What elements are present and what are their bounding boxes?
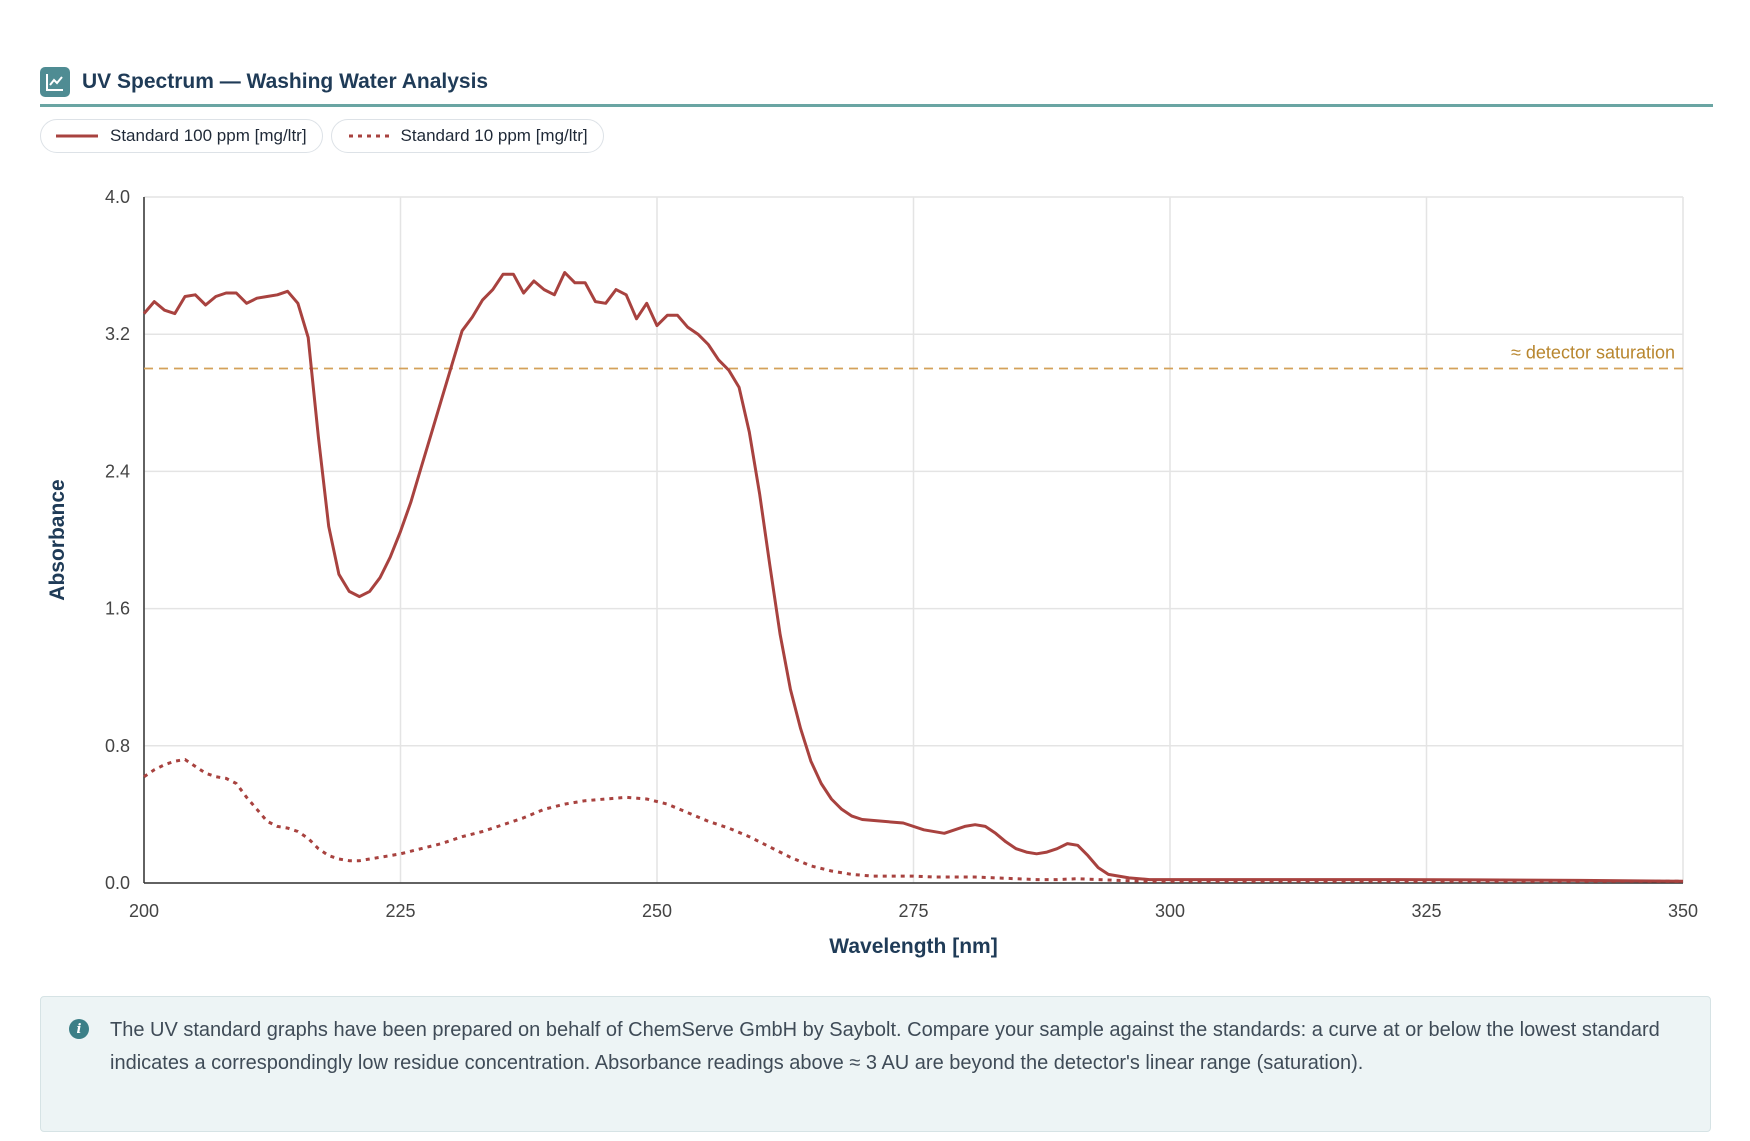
- x-tick-label: 200: [129, 901, 159, 921]
- y-tick-label: 0.0: [105, 873, 130, 893]
- x-tick-label: 350: [1668, 901, 1698, 921]
- x-tick-label: 300: [1155, 901, 1185, 921]
- chart-header: UV Spectrum — Washing Water Analysis: [40, 66, 1713, 107]
- series-line-10ppm: [143, 758, 1683, 883]
- y-tick-label: 2.4: [105, 461, 130, 481]
- uv-spectrum-chart: 200 225 250 275 300 325 350 0.0 0.8 1.6 2.4 3.2 4.0 ≈…: [46, 187, 1698, 958]
- x-tick-label: 275: [898, 901, 928, 921]
- series-line-100ppm: [142, 271, 1684, 883]
- y-tick-label: 3.2: [105, 324, 130, 344]
- chart-legend: Standard 100 ppm [mg/ltr] Standard 10 pp…: [40, 119, 604, 153]
- page-title: UV Spectrum — Washing Water Analysis: [82, 70, 489, 93]
- y-tick-label: 1.6: [105, 599, 130, 619]
- x-tick-label: 325: [1411, 901, 1441, 921]
- legend-label: Standard 10 ppm [mg/ltr]: [400, 126, 588, 145]
- info-note-text: The UV standard graphs have been prepare…: [110, 1019, 1660, 1074]
- saturation-label: ≈ detector saturation: [1511, 343, 1675, 363]
- legend-item-10ppm[interactable]: Standard 10 ppm [mg/ltr]: [330, 119, 604, 153]
- legend-solid-line-icon: [56, 134, 98, 138]
- info-icon: i: [69, 1019, 89, 1039]
- legend-label: Standard 100 ppm [mg/ltr]: [110, 126, 307, 145]
- y-axis-title: Absorbance: [46, 479, 69, 600]
- y-tick-label: 4.0: [105, 187, 130, 207]
- legend-dotted-line-icon: [348, 134, 389, 138]
- x-tick-label: 225: [385, 901, 415, 921]
- x-tick-label: 250: [642, 901, 672, 921]
- info-note: i The UV standard graphs have been prepa…: [40, 996, 1711, 1132]
- y-tick-label: 0.8: [105, 736, 130, 756]
- line-chart-icon: [40, 67, 70, 97]
- x-axis-title: Wavelength [nm]: [829, 935, 997, 958]
- legend-item-100ppm[interactable]: Standard 100 ppm [mg/ltr]: [40, 119, 323, 153]
